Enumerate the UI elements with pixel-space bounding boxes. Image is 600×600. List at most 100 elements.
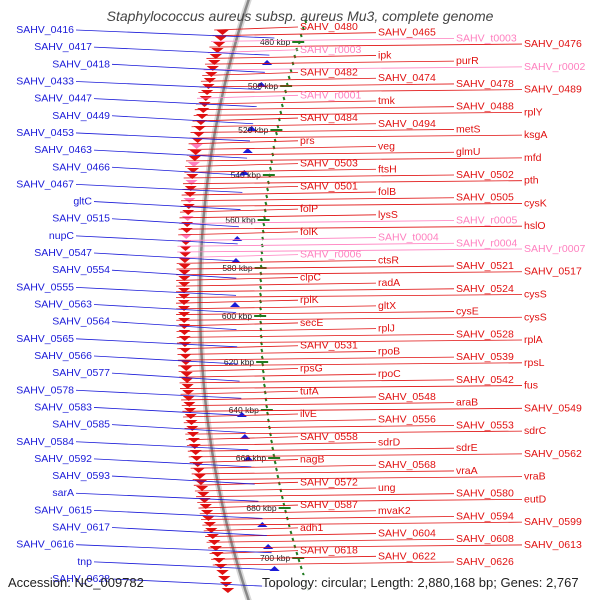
gene-leader-line xyxy=(176,333,455,338)
scale-dash xyxy=(282,96,286,101)
gene-leader-line xyxy=(186,442,377,446)
gene-leader-line-left xyxy=(93,355,239,365)
scale-dash xyxy=(259,271,263,276)
gene-label: SAHV_0474 xyxy=(378,72,436,84)
scale-dash xyxy=(272,453,276,458)
gene-leader-line xyxy=(211,555,377,560)
gene-label: ksgA xyxy=(524,129,547,141)
gene-label: SAHV_0501 xyxy=(300,180,358,192)
scale-dash xyxy=(267,180,270,185)
gene-label-left: SAHV_0578 xyxy=(16,384,74,396)
gene-leader-line-left xyxy=(111,63,265,73)
scale-dash xyxy=(261,369,265,374)
gene-label: SAHV_0542 xyxy=(456,374,514,386)
gene-leader-line xyxy=(210,37,455,42)
gene-leader-line xyxy=(184,425,455,429)
map-title: Staphylococcus aureus subsp. aureus Mu3,… xyxy=(106,8,494,24)
gene-leader-line xyxy=(197,94,299,99)
gene-label: vraA xyxy=(456,465,478,477)
gene-label: metS xyxy=(456,123,481,135)
gene-leader-line xyxy=(176,305,377,310)
gene-label: SAHV_0562 xyxy=(524,448,582,460)
forward-gene-arrow xyxy=(193,126,206,131)
gene-leader-line xyxy=(187,447,455,452)
forward-gene-arrow xyxy=(181,222,194,227)
gene-leader-line xyxy=(179,373,377,378)
gene-label: purR xyxy=(456,55,479,67)
forward-gene-arrow xyxy=(188,156,201,161)
gene-leader-line xyxy=(212,561,455,566)
reverse-gene-arrow xyxy=(242,148,253,153)
gene-leader-line xyxy=(176,282,377,287)
reverse-gene-arrow xyxy=(239,170,250,175)
scale-tick-label: 680 kbp xyxy=(246,503,277,513)
forward-gene-arrow xyxy=(218,576,231,581)
gene-label: pth xyxy=(524,175,539,187)
gene-leader-line xyxy=(191,470,455,475)
gene-leader-line xyxy=(198,89,523,94)
scale-dash xyxy=(276,474,280,479)
forward-gene-arrow xyxy=(178,276,191,281)
gene-label-left: SAHV_0585 xyxy=(52,419,110,431)
gene-leader-line xyxy=(182,180,523,185)
scale-dash xyxy=(264,201,268,206)
gene-leader-line-left xyxy=(93,201,241,210)
gene-label: SAHV_0608 xyxy=(456,533,514,545)
scale-dash xyxy=(295,551,299,556)
gene-label: cysS xyxy=(524,289,547,301)
gene-leader-line-left xyxy=(111,115,254,125)
gene-leader-line-left xyxy=(93,304,237,313)
gene-leader-line xyxy=(178,362,523,367)
scale-dash xyxy=(263,208,267,213)
gene-leader-line xyxy=(178,368,299,372)
scale-dash xyxy=(260,257,263,262)
forward-gene-arrow xyxy=(197,492,210,497)
gene-leader-line xyxy=(189,459,299,463)
gene-label: SAHV_0558 xyxy=(300,431,358,443)
gene-leader-line xyxy=(181,402,455,407)
forward-gene-arrow xyxy=(178,330,191,335)
gene-label: SAHV_0489 xyxy=(524,84,582,96)
forward-gene-arrow xyxy=(178,294,191,299)
gene-label: SAHV_r0002 xyxy=(524,61,585,73)
scale-dash xyxy=(262,222,266,227)
forward-gene-arrow xyxy=(206,66,219,71)
forward-gene-arrow xyxy=(180,372,193,377)
gene-label: nagB xyxy=(300,454,325,466)
reverse-gene-arrow xyxy=(230,258,241,263)
scale-tick-label: 640 kbp xyxy=(229,405,260,415)
scale-tick-label: 620 kbp xyxy=(224,357,255,367)
scale-dash xyxy=(289,530,293,535)
gene-leader-line-left xyxy=(93,561,277,571)
gene-label: rplJ xyxy=(378,323,395,335)
forward-gene-arrow xyxy=(178,300,190,305)
forward-gene-arrow xyxy=(186,174,199,179)
gene-leader-line xyxy=(181,396,377,401)
gene-leader-line xyxy=(189,134,523,139)
gene-label: SAHV_0613 xyxy=(524,539,582,551)
scale-dash xyxy=(265,194,269,199)
gene-label-left: gltC xyxy=(73,196,92,208)
gene-leader-line xyxy=(176,265,455,270)
gene-label: gltX xyxy=(378,300,396,312)
gene-label: SAHV_t0003 xyxy=(456,32,517,44)
gene-label: SAHV_r0001 xyxy=(300,89,361,101)
gene-label-left: SAHV_0617 xyxy=(52,522,110,534)
gene-leader-line xyxy=(177,351,377,355)
gene-leader-line xyxy=(176,288,455,293)
gene-label: SAHV_0553 xyxy=(456,419,514,431)
gene-label-left: tnp xyxy=(77,556,92,568)
scale-dash xyxy=(287,75,291,80)
gene-leader-line-left xyxy=(75,81,261,90)
gene-leader-line-left xyxy=(75,389,242,399)
scale-dash xyxy=(279,110,283,115)
forward-gene-arrow xyxy=(203,522,217,527)
gene-label: fus xyxy=(524,380,538,392)
scale-tick-label: 600 kbp xyxy=(222,311,253,321)
gene-label: SAHV_0528 xyxy=(456,328,514,340)
forward-gene-arrow xyxy=(202,516,215,521)
scale-dash xyxy=(275,467,278,472)
gene-label: SAHV_0494 xyxy=(378,118,436,130)
gene-label: tufA xyxy=(300,385,319,397)
forward-gene-arrow xyxy=(197,108,210,113)
